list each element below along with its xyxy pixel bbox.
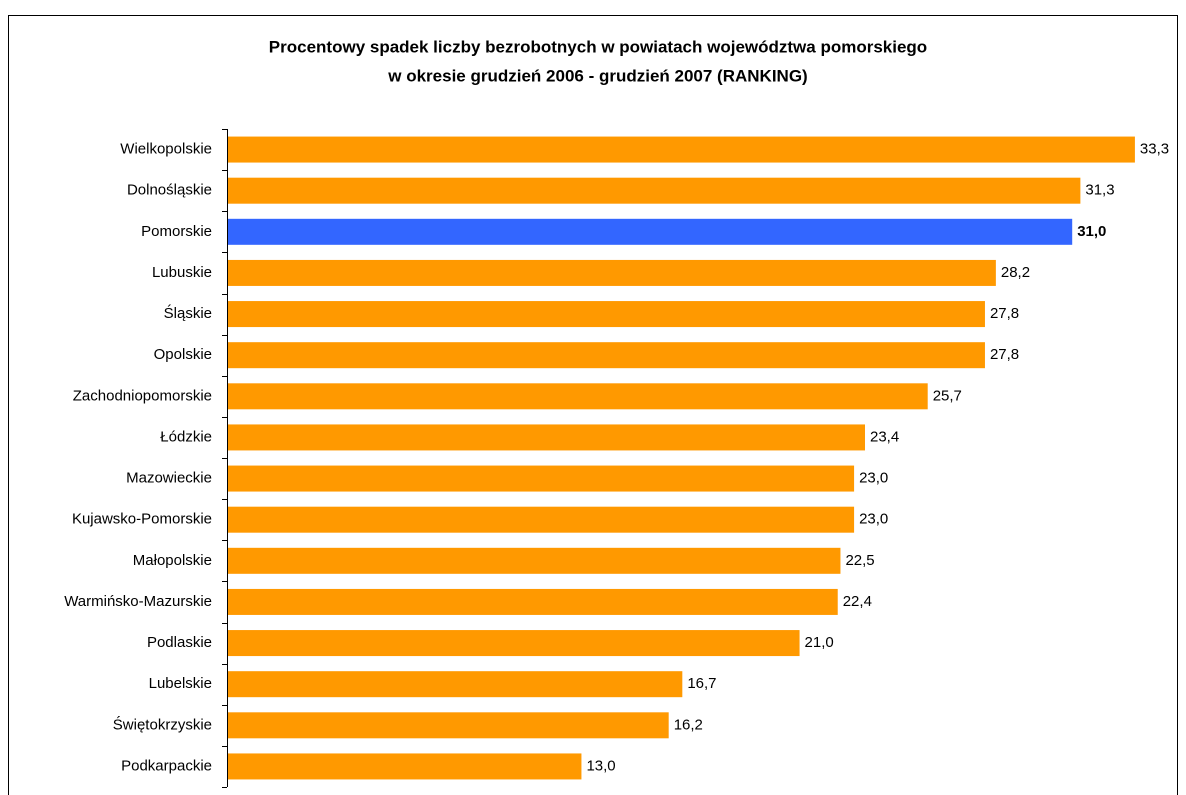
data-label: 31,3	[1085, 182, 1114, 199]
data-label: 27,8	[990, 305, 1019, 322]
bar	[227, 506, 855, 533]
data-label: 25,7	[933, 387, 962, 404]
chart-title: Procentowy spadek liczby bezrobotnych w …	[269, 37, 927, 56]
bar	[227, 671, 683, 698]
bar	[227, 588, 838, 615]
data-label: 16,2	[674, 716, 703, 733]
data-label: 22,4	[843, 593, 872, 610]
y-tick-label: Zachodniopomorskie	[73, 387, 212, 404]
bar	[227, 177, 1081, 204]
data-label: 31,0	[1077, 223, 1106, 240]
data-label: 23,0	[859, 470, 888, 487]
data-label: 13,0	[586, 757, 615, 774]
y-tick-label: Śląskie	[164, 304, 212, 322]
bar	[227, 218, 1073, 245]
data-label: 27,8	[990, 346, 1019, 363]
y-tick-label: Wielkopolskie	[120, 141, 212, 158]
y-tick-label: Kujawsko-Pomorskie	[72, 511, 212, 528]
y-tick-label: Lubelskie	[149, 675, 212, 692]
bar	[227, 383, 928, 410]
data-label: 28,2	[1001, 264, 1030, 281]
chart-title: w okresie grudzień 2006 - grudzień 2007 …	[387, 66, 807, 85]
data-label: 22,5	[845, 552, 874, 569]
bar	[227, 712, 669, 739]
data-label: 23,0	[859, 511, 888, 528]
y-tick-label: Podlaskie	[147, 634, 212, 651]
data-label: 21,0	[805, 634, 834, 651]
bar	[227, 342, 985, 369]
y-tick-label: Warmińsko-Mazurskie	[64, 593, 212, 610]
y-tick-label: Małopolskie	[133, 552, 212, 569]
data-label: 16,7	[687, 675, 716, 692]
bar	[227, 424, 865, 451]
y-tick-label: Świętokrzyskie	[113, 715, 212, 733]
bar	[227, 465, 855, 492]
bar	[227, 547, 841, 574]
y-tick-label: Mazowieckie	[126, 470, 212, 487]
y-tick-label: Opolskie	[154, 346, 212, 363]
bar	[227, 259, 996, 286]
y-tick-label: Łódzkie	[160, 428, 212, 445]
y-tick-label: Podkarpackie	[121, 757, 212, 774]
bar	[227, 301, 985, 328]
bar	[227, 136, 1135, 163]
y-tick-label: Pomorskie	[141, 223, 212, 240]
y-tick-label: Dolnośląskie	[127, 182, 212, 199]
y-tick-label: Lubuskie	[152, 264, 212, 281]
bar	[227, 630, 800, 657]
data-label: 23,4	[870, 428, 899, 445]
data-label: 33,3	[1140, 141, 1169, 158]
bar	[227, 753, 582, 780]
